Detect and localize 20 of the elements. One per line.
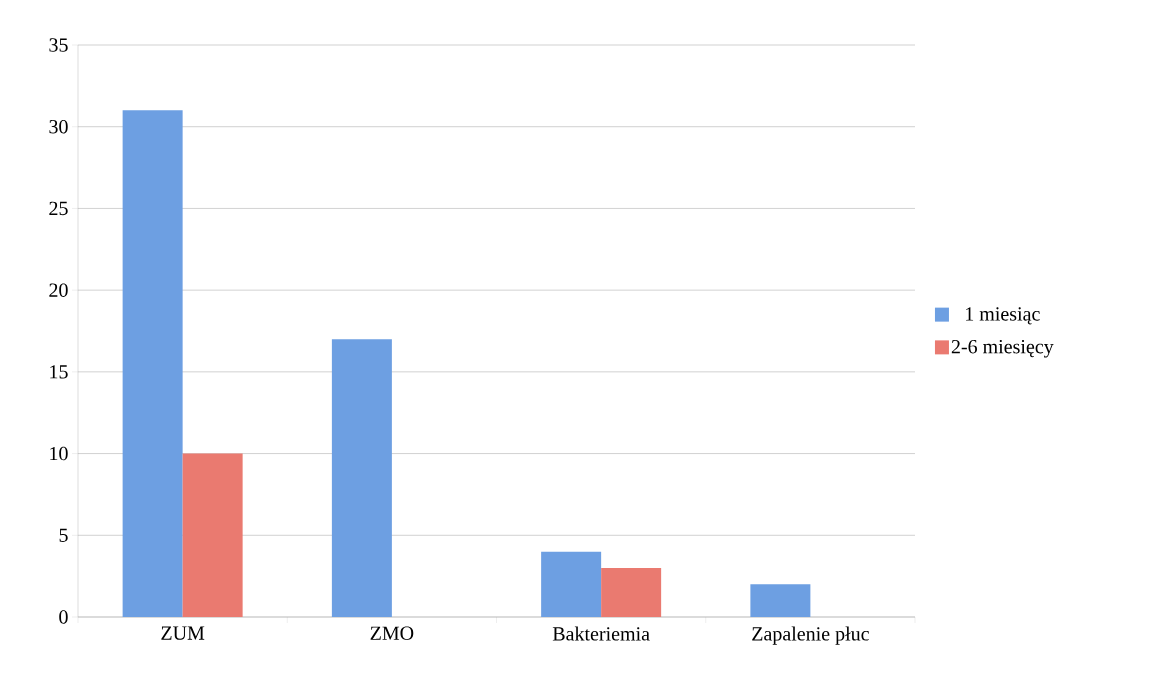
legend-label: 1 miesiąc [966,307,1040,325]
bar [122,110,183,617]
y-tick-label: 30 [49,119,68,134]
x-tick-label: ZUM [161,626,205,640]
y-tick-label: 0 [59,610,68,624]
y-tick-label: 15 [50,365,68,379]
y-tick-label: 25 [49,201,68,216]
x-tick-label: ZMO [370,626,414,640]
legend-label: 2-6 miesięcy [951,340,1054,358]
y-tick-label: 5 [59,528,68,542]
bar [541,551,602,617]
bar [331,339,392,617]
bar [750,584,811,617]
y-tick-label: 20 [49,283,68,297]
bar [182,453,243,617]
x-tick-label: Bakteriemia [552,626,650,641]
y-tick-label: 10 [50,446,68,461]
x-tick-label: Zapalenie płuc [752,626,869,645]
y-tick-label: 35 [49,38,68,52]
bar [601,567,662,617]
